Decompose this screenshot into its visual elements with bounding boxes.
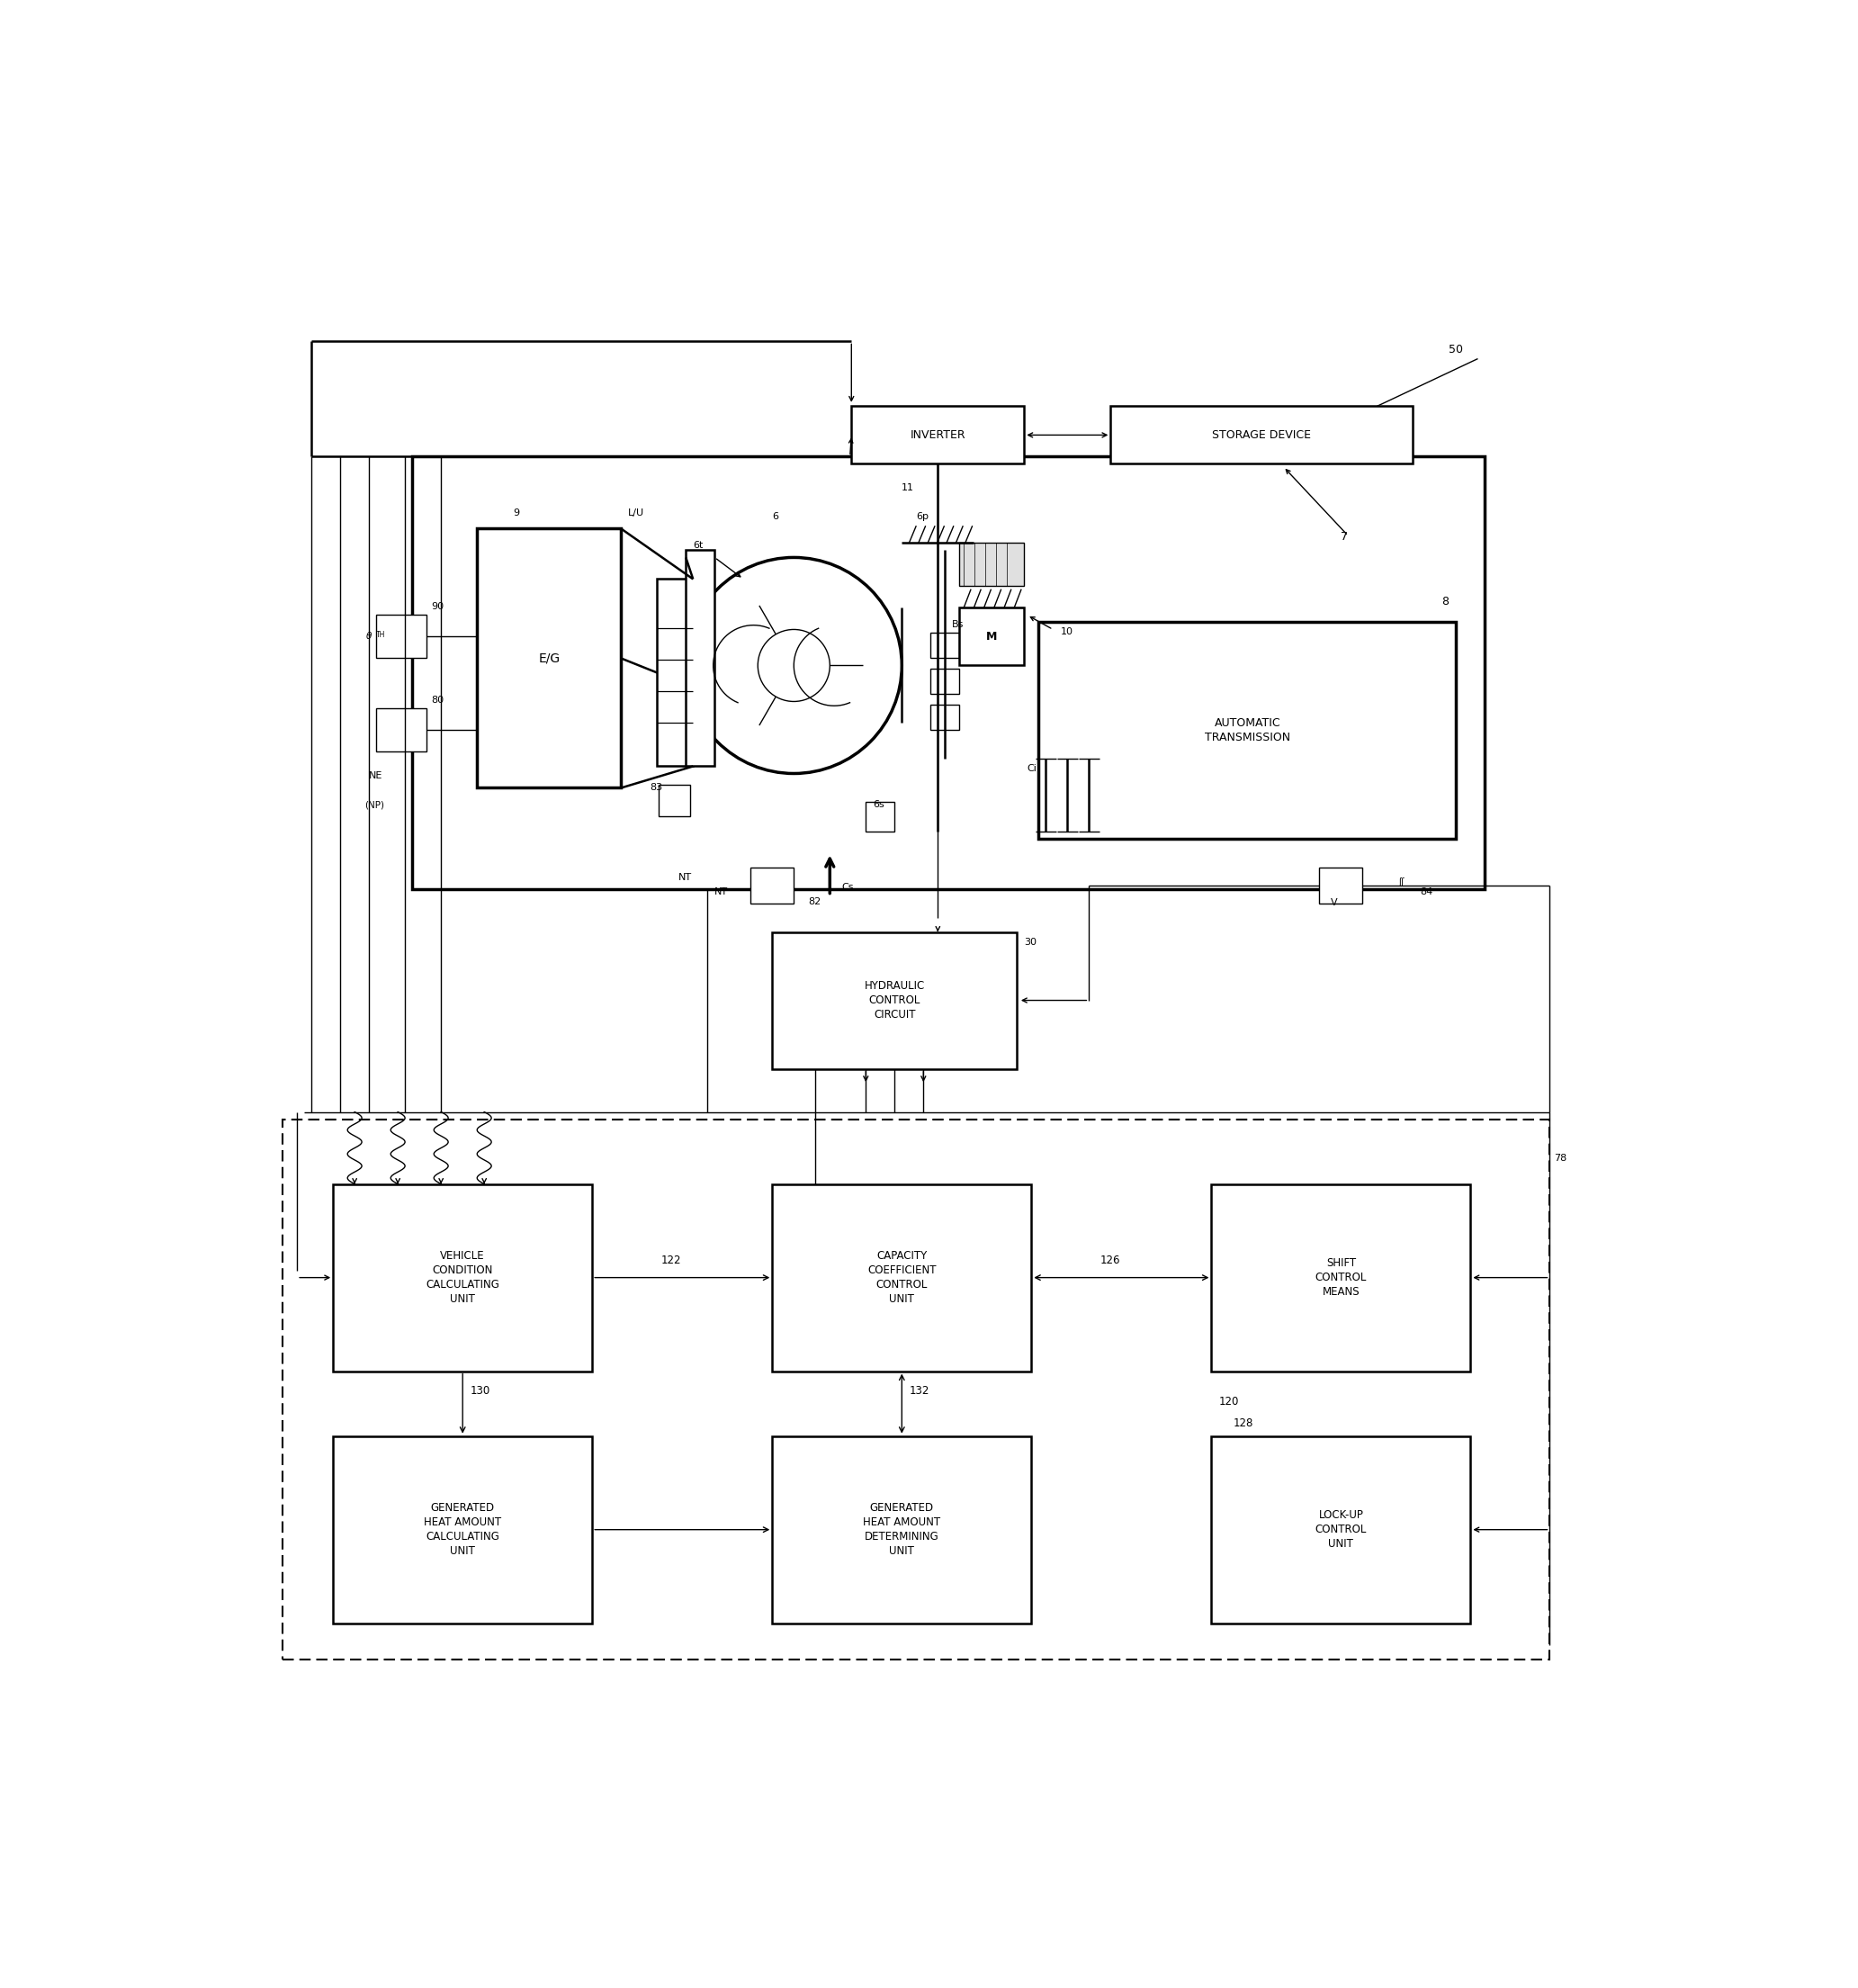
- Text: 10: 10: [1061, 628, 1072, 636]
- Text: GENERATED
HEAT AMOUNT
CALCULATING
UNIT: GENERATED HEAT AMOUNT CALCULATING UNIT: [424, 1503, 502, 1557]
- Bar: [375, 614, 427, 658]
- Text: 30: 30: [1024, 936, 1037, 946]
- Text: 7: 7: [1341, 531, 1349, 543]
- Text: TH: TH: [375, 630, 386, 640]
- Text: Bs: Bs: [951, 620, 964, 630]
- Text: 84: 84: [1420, 887, 1433, 897]
- Text: 80: 80: [431, 696, 444, 704]
- Bar: [686, 551, 715, 765]
- Text: SHIFT
CONTROL
MEANS: SHIFT CONTROL MEANS: [1315, 1256, 1367, 1298]
- Bar: [959, 543, 1024, 586]
- Text: 50: 50: [1449, 344, 1464, 356]
- Bar: [959, 608, 1024, 666]
- Bar: [412, 457, 1485, 889]
- Text: θ: θ: [366, 632, 372, 642]
- Bar: [773, 932, 1016, 1070]
- Bar: [333, 1435, 593, 1624]
- Text: Cs: Cs: [842, 883, 853, 891]
- Text: (NP): (NP): [364, 801, 385, 809]
- Text: STORAGE DEVICE: STORAGE DEVICE: [1211, 429, 1312, 441]
- Bar: [751, 867, 793, 903]
- Text: NT: NT: [678, 873, 693, 881]
- Text: 6: 6: [773, 513, 779, 521]
- Text: ʃʃ: ʃʃ: [1399, 877, 1405, 887]
- Text: 6s: 6s: [873, 801, 884, 809]
- Text: 126: 126: [1100, 1254, 1120, 1266]
- Text: 132: 132: [909, 1386, 929, 1396]
- Text: CAPACITY
COEFFICIENT
CONTROL
UNIT: CAPACITY COEFFICIENT CONTROL UNIT: [868, 1250, 936, 1304]
- Text: GENERATED
HEAT AMOUNT
DETERMINING
UNIT: GENERATED HEAT AMOUNT DETERMINING UNIT: [864, 1503, 940, 1557]
- Text: V: V: [1330, 899, 1338, 907]
- Text: 130: 130: [470, 1386, 491, 1396]
- Text: 8: 8: [1442, 596, 1449, 608]
- Bar: [1319, 867, 1362, 903]
- Bar: [333, 1185, 593, 1372]
- Text: 122: 122: [661, 1254, 680, 1266]
- Bar: [931, 668, 959, 694]
- Bar: [282, 1119, 1550, 1660]
- Bar: [658, 579, 693, 765]
- Bar: [1039, 622, 1457, 839]
- Text: M: M: [987, 630, 998, 642]
- Bar: [931, 704, 959, 730]
- Text: 6t: 6t: [693, 541, 704, 551]
- Text: 83: 83: [650, 783, 663, 793]
- Bar: [478, 529, 621, 787]
- Bar: [866, 803, 896, 831]
- Bar: [773, 1435, 1031, 1624]
- Bar: [1211, 1185, 1472, 1372]
- Bar: [658, 785, 689, 817]
- Text: 90: 90: [431, 602, 444, 610]
- Bar: [851, 406, 1024, 463]
- Bar: [931, 632, 959, 658]
- Text: 78: 78: [1553, 1153, 1566, 1163]
- Text: VEHICLE
CONDITION
CALCULATING
UNIT: VEHICLE CONDITION CALCULATING UNIT: [425, 1250, 500, 1304]
- Bar: [1211, 1435, 1472, 1624]
- Text: 6p: 6p: [916, 513, 929, 521]
- Text: HYDRAULIC
CONTROL
CIRCUIT: HYDRAULIC CONTROL CIRCUIT: [864, 980, 925, 1020]
- Text: E/G: E/G: [539, 652, 559, 664]
- Text: 128: 128: [1234, 1417, 1252, 1429]
- Text: 82: 82: [808, 897, 821, 907]
- Text: 11: 11: [901, 483, 914, 493]
- Bar: [375, 708, 427, 751]
- Text: NT: NT: [715, 887, 728, 897]
- Text: LOCK-UP
CONTROL
UNIT: LOCK-UP CONTROL UNIT: [1315, 1509, 1367, 1551]
- Bar: [1111, 406, 1412, 463]
- Text: NE: NE: [370, 771, 383, 781]
- Text: INVERTER: INVERTER: [910, 429, 966, 441]
- Text: 120: 120: [1219, 1396, 1239, 1408]
- Bar: [773, 1185, 1031, 1372]
- Text: L/U: L/U: [628, 509, 645, 517]
- Text: 9: 9: [513, 509, 520, 517]
- Text: AUTOMATIC
TRANSMISSION: AUTOMATIC TRANSMISSION: [1204, 718, 1289, 744]
- Text: Ci: Ci: [1027, 765, 1037, 773]
